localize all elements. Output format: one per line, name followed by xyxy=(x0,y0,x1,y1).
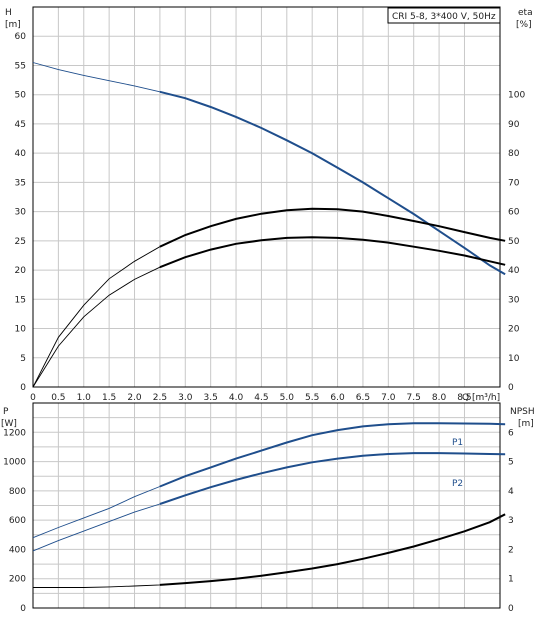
h-tick-label: 5 xyxy=(20,354,26,364)
eta-tick-label: 40 xyxy=(508,266,520,276)
h-tick-label: 40 xyxy=(15,149,27,159)
grid-bottom xyxy=(33,403,500,609)
q-tick-label: 3.0 xyxy=(178,393,193,403)
npsh-tick-label: 0 xyxy=(508,604,514,614)
p-axis-unit: [W] xyxy=(1,419,17,429)
q-tick-label: 0 xyxy=(30,393,36,403)
eta-tick-label: 60 xyxy=(508,208,520,218)
eta-axis-title: eta xyxy=(518,8,533,18)
q-tick-label: 7.0 xyxy=(381,393,396,403)
q-tick-label: 6.5 xyxy=(356,393,370,403)
p-tick-label: 200 xyxy=(9,575,26,585)
q-tick-labels: 0 0.5 1.0 1.5 2.0 2.5 3.0 3.5 4.0 4.5 5.0 5.5 6.0 6.5… xyxy=(30,393,471,403)
series-line-bold-top-2 xyxy=(159,207,506,248)
p-tick-label: 600 xyxy=(9,516,26,526)
p-tick-labels: 0 200 400 600 800 1000 1200 xyxy=(3,428,26,614)
npsh-axis-unit: [m] xyxy=(518,419,534,429)
top-series xyxy=(32,62,506,388)
q-tick-label: 8.5 xyxy=(457,393,471,403)
head-efficiency-panel: H [m] eta [%] 0 5 10 15 20 25 30 35 40 45 50 55 60 0… xyxy=(5,6,533,403)
h-axis-title: H xyxy=(5,8,12,18)
eta-tick-label: 80 xyxy=(508,149,520,159)
p-tick-label: 1200 xyxy=(3,428,26,438)
series-line-top-2 xyxy=(32,208,506,388)
npsh-tick-label: 4 xyxy=(508,487,514,497)
eta-tick-labels: 0 10 20 30 40 50 60 70 80 90 100 xyxy=(508,91,525,393)
eta-tick-label: 70 xyxy=(508,178,520,188)
h-tick-label: 10 xyxy=(15,325,27,335)
q-tick-label: 1.5 xyxy=(102,393,116,403)
h-tick-label: 0 xyxy=(20,383,26,393)
series-line-bold-bottom-2 xyxy=(159,513,506,586)
series-line-bold-top-1 xyxy=(159,236,506,269)
q-tick-label: 0.5 xyxy=(51,393,65,403)
npsh-tick-label: 3 xyxy=(508,516,514,526)
q-tick-label: 4.0 xyxy=(229,393,244,403)
q-tick-label: 8.0 xyxy=(432,393,447,403)
eta-tick-label: 90 xyxy=(508,120,520,130)
p-axis-title: P xyxy=(3,407,9,417)
series-line-bold-bottom-1 xyxy=(159,452,506,505)
q-tick-label: 3.5 xyxy=(203,393,217,403)
eta-tick-label: 20 xyxy=(508,325,520,335)
plot-frame-bottom xyxy=(32,402,501,609)
eta-tick-label: 10 xyxy=(508,354,520,364)
bottom-series xyxy=(32,422,506,588)
q-tick-label: 1.0 xyxy=(77,393,92,403)
q-tick-label: 5.5 xyxy=(305,393,319,403)
p-tick-label: 0 xyxy=(20,604,26,614)
npsh-tick-label: 6 xyxy=(508,428,514,438)
eta-axis-unit: [%] xyxy=(516,20,532,30)
series-line-top-1 xyxy=(32,236,506,388)
npsh-tick-labels: 0 1 2 3 4 5 6 xyxy=(508,428,514,614)
q-axis-label: Q [m³/h] xyxy=(462,393,500,403)
npsh-tick-label: 5 xyxy=(508,458,514,468)
curve-legend-box xyxy=(387,7,501,24)
h-tick-label: 55 xyxy=(15,61,26,71)
q-tick-label: 2.0 xyxy=(127,393,142,403)
h-tick-label: 45 xyxy=(15,120,26,130)
q-tick-label: 6.0 xyxy=(330,393,345,403)
series-line-bold-bottom-0 xyxy=(159,422,506,488)
grid-top xyxy=(33,7,500,388)
h-tick-label: 60 xyxy=(15,32,27,42)
h-tick-label: 35 xyxy=(15,178,26,188)
h-tick-label: 50 xyxy=(15,91,27,101)
p-tick-label: 800 xyxy=(9,487,26,497)
eta-tick-label: 50 xyxy=(508,237,520,247)
npsh-tick-label: 2 xyxy=(508,545,514,555)
plot-frame-top xyxy=(32,6,501,388)
q-tick-label: 5.0 xyxy=(280,393,295,403)
h-tick-label: 15 xyxy=(15,295,26,305)
q-tick-label: 2.5 xyxy=(153,393,167,403)
h-tick-label: 30 xyxy=(15,208,27,218)
series-label-p1: P1 xyxy=(452,438,463,448)
series-label-p2: P2 xyxy=(452,479,463,489)
eta-tick-label: 100 xyxy=(508,91,525,101)
h-tick-label: 25 xyxy=(15,237,26,247)
npsh-tick-label: 1 xyxy=(508,575,514,585)
h-axis-unit: [m] xyxy=(5,20,21,30)
eta-tick-label: 0 xyxy=(508,383,514,393)
curve-legend-text: CRI 5-8, 3*400 V, 50Hz xyxy=(392,12,496,22)
q-tick-label: 4.5 xyxy=(254,393,268,403)
h-tick-labels: 0 5 10 15 20 25 30 35 40 45 50 55 60 xyxy=(15,32,27,393)
power-npsh-panel: P [W] NPSH [m] 0 200 400 600 800 1000 1200 0 1 2… xyxy=(1,402,535,614)
series-line-bold-top-0 xyxy=(159,90,506,276)
eta-tick-label: 30 xyxy=(508,295,520,305)
series-line-bottom-2 xyxy=(33,513,506,588)
p-tick-label: 400 xyxy=(9,545,26,555)
p-tick-label: 1000 xyxy=(3,458,26,468)
h-tick-label: 20 xyxy=(15,266,27,276)
q-tick-label: 7.5 xyxy=(407,393,421,403)
npsh-axis-title: NPSH xyxy=(510,407,535,417)
series-line-bottom-1 xyxy=(32,452,506,552)
